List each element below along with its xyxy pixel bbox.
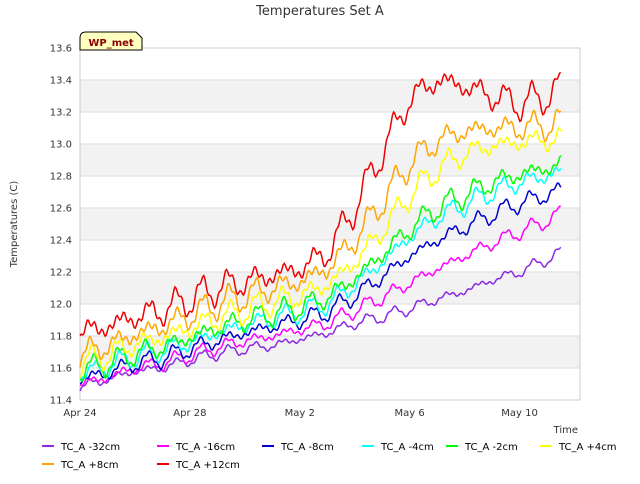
series-line: [79, 182, 562, 385]
x-tick-label: May 10: [501, 408, 538, 419]
series-line: [79, 71, 562, 338]
legend-label: TC_A -8cm: [280, 442, 334, 453]
y-tick-label: 11.6: [50, 364, 72, 375]
series-line: [79, 108, 562, 368]
y-tick-label: 13.4: [50, 76, 72, 87]
plot-area: [79, 47, 581, 401]
grid-band: [80, 80, 580, 112]
y-tick-label: 13.0: [50, 140, 72, 151]
chart-title: Temperatures Set A: [255, 4, 384, 19]
legend-item: TC_A -4cm: [362, 442, 434, 453]
legend-label: TC_A -4cm: [380, 442, 434, 453]
series-line: [79, 127, 562, 378]
series-line: [79, 155, 562, 382]
series-line: [79, 166, 562, 382]
y-tick-label: 12.8: [50, 172, 72, 183]
y-axis-ticks: 11.4 11.6 11.8 12.0 12.2 12.4 12.6 12.8 13.0 13.2…: [50, 44, 72, 407]
y-tick-label: 12.2: [50, 268, 72, 279]
legend-item: TC_A +12cm: [157, 460, 240, 471]
x-tick-label: Apr 28: [173, 408, 206, 419]
grid-band: [80, 208, 580, 240]
y-tick-label: 11.4: [50, 396, 72, 407]
legend-item: TC_A -2cm: [446, 442, 518, 453]
x-tick-label: May 2: [285, 408, 315, 419]
legend-item: TC_A +4cm: [540, 442, 617, 453]
legend-item: TC_A -16cm: [157, 442, 235, 453]
y-tick-label: 13.6: [50, 44, 72, 55]
y-tick-label: 12.6: [50, 204, 72, 215]
x-axis-ticks: Apr 24 Apr 28 May 2 May 6 May 10: [63, 408, 537, 419]
legend: TC_A -32cm TC_A -16cm TC_A -8cm TC_A -4cm TC…: [42, 442, 617, 471]
grid-bands: [80, 80, 580, 368]
legend-item: TC_A +8cm: [42, 460, 119, 471]
series-group: [79, 71, 562, 392]
y-tick-label: 13.2: [50, 108, 72, 119]
y-tick-label: 12.0: [50, 300, 72, 311]
legend-label: TC_A +8cm: [60, 460, 119, 471]
legend-item: TC_A -32cm: [42, 442, 120, 453]
legend-label: TC_A +12cm: [175, 460, 240, 471]
legend-item: TC_A -8cm: [262, 442, 334, 453]
legend-label: TC_A +4cm: [558, 442, 617, 453]
grid-band: [80, 272, 580, 304]
series-line: [79, 246, 562, 392]
y-axis-label: Temperatures (C): [9, 181, 20, 269]
legend-label: TC_A -2cm: [464, 442, 518, 453]
x-tick-label: May 6: [395, 408, 425, 419]
x-tick-label: Apr 24: [63, 408, 96, 419]
legend-label: TC_A -32cm: [60, 442, 120, 453]
site-badge: WP_met: [79, 31, 143, 51]
legend-label: TC_A -16cm: [175, 442, 235, 453]
site-badge-label: WP_met: [88, 38, 134, 49]
y-tick-label: 12.4: [50, 236, 72, 247]
x-axis-label: Time: [553, 425, 578, 436]
y-tick-label: 11.8: [50, 332, 72, 343]
site-badge-shape: [79, 31, 143, 51]
grid-band: [80, 144, 580, 176]
